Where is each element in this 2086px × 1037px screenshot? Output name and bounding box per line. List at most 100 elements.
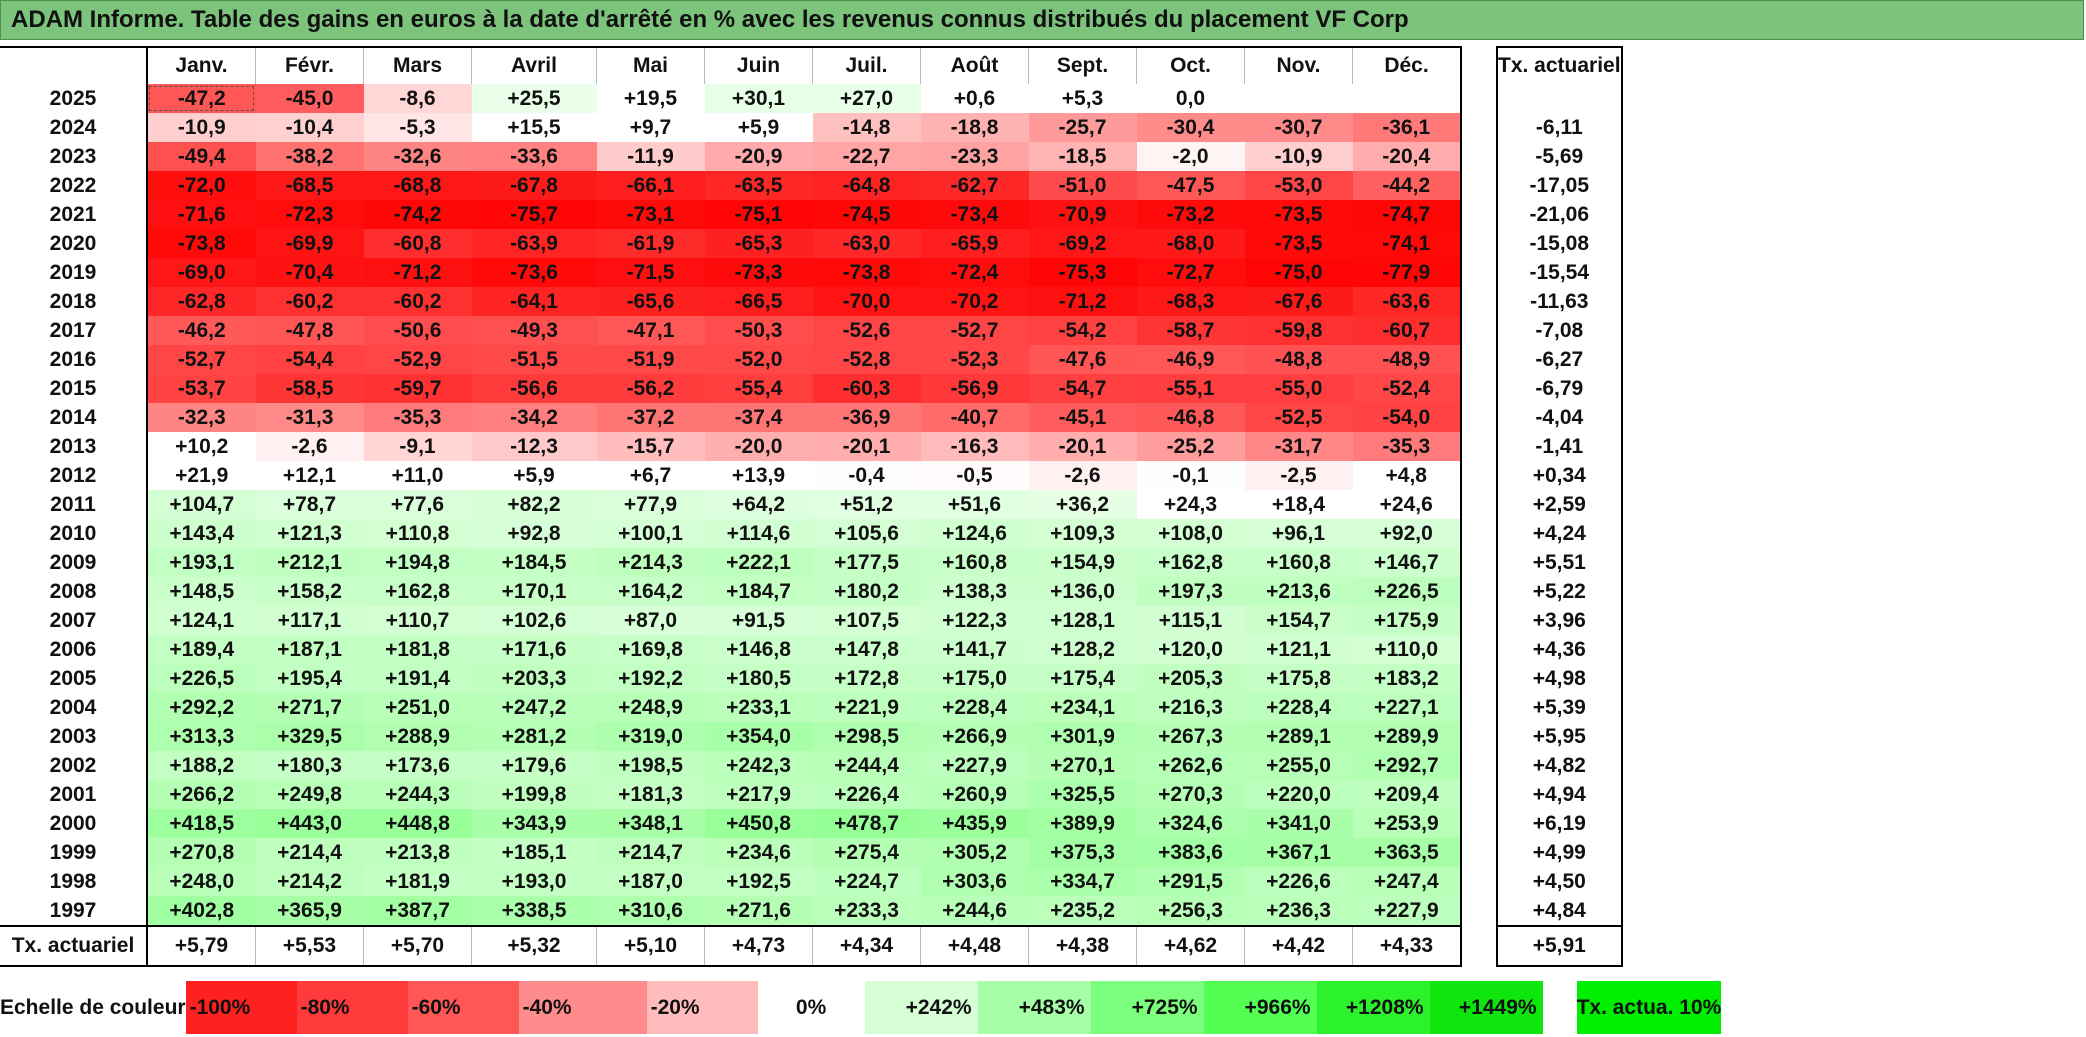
- gain-cell: +343,9: [471, 809, 597, 838]
- gain-cell: +154,7: [1244, 606, 1353, 635]
- gain-cell: -25,2: [1136, 432, 1245, 461]
- spacer: [1461, 490, 1497, 519]
- gain-cell: +270,8: [146, 838, 256, 867]
- gain-cell: -67,6: [1244, 287, 1353, 316]
- gain-cell: +224,7: [812, 867, 921, 896]
- table-row: 2010 +143,4 +121,3 +110,8 +92,8 +100,1 +114,6 +…: [0, 519, 1623, 548]
- year-label: 2013: [49, 434, 97, 458]
- actuarial-rate-cell: +6,19: [1496, 809, 1623, 838]
- table-row: 2019 -69,0 -70,4 -71,2 -73,6 -71,5 -73,3 -73,8-…: [0, 258, 1623, 287]
- gain-cell: +100,1: [596, 519, 705, 548]
- gain-cell: +187,1: [255, 635, 364, 664]
- gain-cell: +128,1: [1028, 606, 1137, 635]
- gain-cell: -55,4: [704, 374, 813, 403]
- gain-cell: -47,2: [146, 84, 256, 113]
- table-row: 2021 -71,6 -72,3 -74,2 -75,7 -73,1 -75,1 -74,5-…: [0, 200, 1623, 229]
- actuarial-rate-cell: -17,05: [1496, 171, 1623, 200]
- gain-cell: +5,9: [471, 461, 597, 490]
- gain-cell: -72,3: [255, 200, 364, 229]
- actuarial-month-cell: +5,53: [255, 925, 364, 967]
- gain-cell: +234,6: [704, 838, 813, 867]
- gain-cell: -68,0: [1136, 229, 1245, 258]
- gain-cell: -49,4: [146, 142, 256, 171]
- legend-swatch: +483%: [977, 981, 1091, 1034]
- gain-cell: -63,0: [812, 229, 921, 258]
- month-header: Sept.: [1028, 46, 1137, 84]
- actuarial-month-cell: +4,62: [1136, 925, 1245, 967]
- gain-cell: +128,2: [1028, 635, 1137, 664]
- gain-cell: +191,4: [363, 664, 472, 693]
- actuarial-month-cell: +5,70: [363, 925, 472, 967]
- gain-cell: +435,9: [920, 809, 1029, 838]
- gain-cell: +227,9: [1352, 896, 1462, 926]
- gains-table: Janv. Févr. Mars Avril Mai Juin Juil. Août Sept.…: [0, 46, 1623, 967]
- month-header: Mai: [596, 46, 705, 84]
- gain-cell: -32,6: [363, 142, 472, 171]
- gain-cell: -23,3: [920, 142, 1029, 171]
- spacer: [1461, 780, 1497, 809]
- actuarial-rate-cell: +5,51: [1496, 548, 1623, 577]
- gain-cell: +334,7: [1028, 867, 1137, 896]
- gain-cell: +15,5: [471, 113, 597, 142]
- gain-cell: -58,7: [1136, 316, 1245, 345]
- gain-cell: -51,5: [471, 345, 597, 374]
- gain-cell: +114,6: [704, 519, 813, 548]
- actuarial-rate-cell: +4,84: [1496, 896, 1623, 926]
- gain-cell: -75,0: [1244, 258, 1353, 287]
- gain-cell: +244,4: [812, 751, 921, 780]
- gain-cell: +235,2: [1028, 896, 1137, 926]
- table-row: 1997 +402,8 +365,9 +387,7 +338,5 +310,6 +271,6…: [0, 896, 1623, 926]
- actuarial-rate-cell: -4,04: [1496, 403, 1623, 432]
- gain-cell: +92,8: [471, 519, 597, 548]
- gain-cell: -60,8: [363, 229, 472, 258]
- month-header: Août: [920, 46, 1029, 84]
- gain-cell: -2,5: [1244, 461, 1353, 490]
- gain-cell: -47,1: [596, 316, 705, 345]
- gain-cell: +36,2: [1028, 490, 1137, 519]
- actuarial-rate-cell: -7,08: [1496, 316, 1623, 345]
- spacer: [1461, 316, 1497, 345]
- gain-cell: +193,0: [471, 867, 597, 896]
- gain-cell: -73,8: [146, 229, 256, 258]
- gain-cell: -68,3: [1136, 287, 1245, 316]
- gain-cell: +115,1: [1136, 606, 1245, 635]
- actuarial-month-cell: +4,34: [812, 925, 921, 967]
- gain-cell: +365,9: [255, 896, 364, 926]
- gain-cell: -5,3: [363, 113, 472, 142]
- actuarial-row: Tx. actuariel +5,79 +5,53 +5,70 +5,32 +5,10 +4…: [0, 925, 1623, 967]
- gain-cell: -73,5: [1244, 200, 1353, 229]
- gain-cell: -10,9: [1244, 142, 1353, 171]
- gain-cell: +291,5: [1136, 867, 1245, 896]
- gain-cell: +288,9: [363, 722, 472, 751]
- gain-cell: +305,2: [920, 838, 1029, 867]
- gain-cell: +348,1: [596, 809, 705, 838]
- gain-cell: +227,1: [1352, 693, 1462, 722]
- gain-cell: +184,5: [471, 548, 597, 577]
- gain-cell: +25,5: [471, 84, 597, 113]
- actuarial-rate-cell: -21,06: [1496, 200, 1623, 229]
- actuarial-month-cell: +4,42: [1244, 925, 1353, 967]
- gain-cell: -71,5: [596, 258, 705, 287]
- spacer: [1461, 258, 1497, 287]
- gain-cell: -15,7: [596, 432, 705, 461]
- table-row: 2015 -53,7 -58,5 -59,7 -56,6 -56,2 -55,4 -60,3-…: [0, 374, 1623, 403]
- gain-cell: +148,5: [146, 577, 256, 606]
- gain-cell: +9,7: [596, 113, 705, 142]
- gain-cell: +389,9: [1028, 809, 1137, 838]
- gain-cell: +177,5: [812, 548, 921, 577]
- gain-cell: -54,4: [255, 345, 364, 374]
- gain-cell: +24,3: [1136, 490, 1245, 519]
- gain-cell: -62,8: [146, 287, 256, 316]
- gain-cell: -68,8: [363, 171, 472, 200]
- actuarial-rate-cell: +4,82: [1496, 751, 1623, 780]
- gain-cell: +158,2: [255, 577, 364, 606]
- gain-cell: +162,8: [1136, 548, 1245, 577]
- legend-swatch: +966%: [1203, 981, 1317, 1034]
- gain-cell: +313,3: [146, 722, 256, 751]
- year-label: 2011: [50, 492, 96, 516]
- actuarial-header: Tx. actuariel: [1496, 46, 1623, 84]
- year-label: 2021: [49, 202, 97, 226]
- gain-cell: -75,1: [704, 200, 813, 229]
- gain-cell: +236,3: [1244, 896, 1353, 926]
- gain-cell: -25,7: [1028, 113, 1137, 142]
